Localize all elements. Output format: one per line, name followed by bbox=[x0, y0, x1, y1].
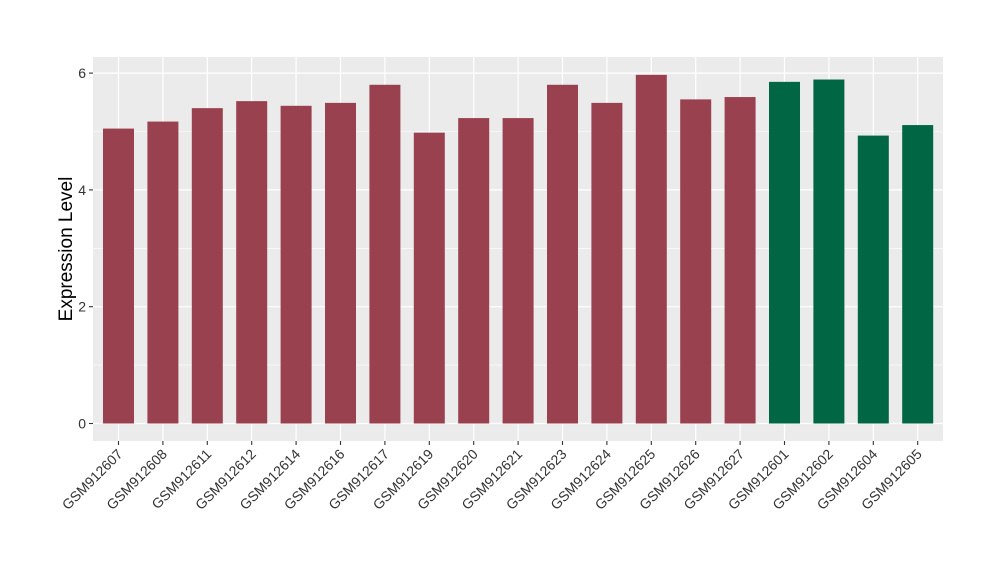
y-tick-label: 0 bbox=[78, 416, 86, 432]
bar-GSM912605 bbox=[902, 125, 934, 424]
y-tick-label: 6 bbox=[78, 65, 86, 81]
bar-GSM912608 bbox=[147, 121, 179, 424]
bars bbox=[103, 74, 934, 424]
y-tick-label: 4 bbox=[78, 182, 86, 198]
bar-GSM912617 bbox=[369, 84, 401, 424]
bar-GSM912619 bbox=[413, 132, 445, 424]
bar-GSM912626 bbox=[680, 99, 712, 424]
bar-GSM912611 bbox=[191, 108, 223, 424]
bar-GSM912621 bbox=[502, 118, 534, 424]
bar-GSM912624 bbox=[591, 102, 623, 424]
y-axis-label: Expression Level bbox=[56, 177, 77, 322]
bar-GSM912616 bbox=[325, 102, 356, 424]
bar-GSM912602 bbox=[813, 79, 845, 424]
bar-GSM912612 bbox=[236, 101, 268, 424]
y-axis: 0 2 4 6 bbox=[78, 65, 93, 432]
bar-GSM912620 bbox=[458, 118, 490, 424]
bar-GSM912614 bbox=[280, 105, 312, 424]
bar-GSM912625 bbox=[635, 74, 667, 424]
bar-GSM912623 bbox=[547, 84, 578, 424]
y-tick-label: 2 bbox=[78, 299, 86, 315]
bar-GSM912607 bbox=[103, 128, 134, 424]
bar-GSM912604 bbox=[857, 135, 889, 424]
x-axis: GSM912607GSM912608GSM912611GSM912612GSM9… bbox=[59, 441, 925, 513]
bar-GSM912601 bbox=[769, 81, 800, 424]
bar-GSM912627 bbox=[724, 97, 756, 424]
